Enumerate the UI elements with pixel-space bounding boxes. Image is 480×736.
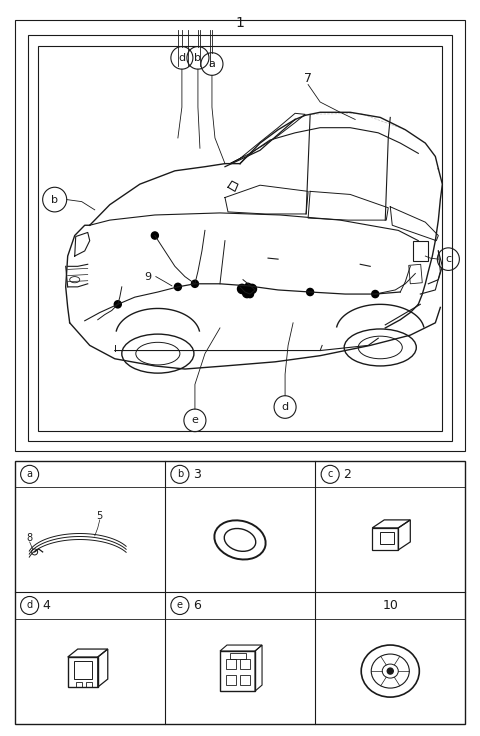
Bar — [380, 532, 394, 544]
Circle shape — [241, 286, 249, 294]
Text: 8: 8 — [26, 533, 33, 543]
Text: d: d — [179, 53, 185, 63]
Text: 1: 1 — [236, 16, 244, 30]
Circle shape — [372, 291, 379, 297]
Text: e: e — [192, 415, 198, 425]
Circle shape — [248, 284, 256, 294]
Text: d: d — [26, 601, 33, 610]
Circle shape — [247, 291, 253, 297]
Text: c: c — [445, 254, 451, 264]
Text: b: b — [51, 194, 58, 205]
Text: 4: 4 — [43, 599, 50, 612]
Circle shape — [244, 283, 252, 291]
Bar — [413, 241, 428, 261]
Text: 5: 5 — [96, 511, 103, 521]
Bar — [240, 659, 250, 669]
Text: b: b — [194, 53, 202, 63]
Text: b: b — [177, 470, 183, 479]
Text: a: a — [26, 470, 33, 479]
Bar — [409, 264, 422, 284]
Text: 6: 6 — [193, 599, 201, 612]
Text: a: a — [208, 59, 216, 69]
Bar — [76, 682, 82, 687]
Text: e: e — [177, 601, 183, 610]
Circle shape — [114, 301, 121, 308]
Bar — [226, 659, 236, 669]
Circle shape — [151, 232, 158, 239]
Text: 7: 7 — [304, 72, 312, 85]
Circle shape — [387, 668, 393, 674]
Circle shape — [174, 283, 181, 291]
Bar — [230, 653, 246, 659]
Text: 9: 9 — [144, 272, 151, 282]
Bar — [220, 651, 255, 691]
Bar — [226, 675, 236, 685]
Bar — [240, 675, 250, 685]
Circle shape — [238, 284, 247, 294]
Circle shape — [192, 280, 198, 287]
Text: 10: 10 — [383, 599, 398, 612]
Circle shape — [307, 289, 313, 296]
Text: 2: 2 — [343, 468, 351, 481]
Bar — [74, 661, 92, 679]
Circle shape — [242, 289, 252, 297]
Text: c: c — [327, 470, 333, 479]
Bar — [86, 682, 92, 687]
Text: 3: 3 — [193, 468, 201, 481]
Bar — [37, 46, 443, 431]
Text: d: d — [281, 402, 288, 412]
